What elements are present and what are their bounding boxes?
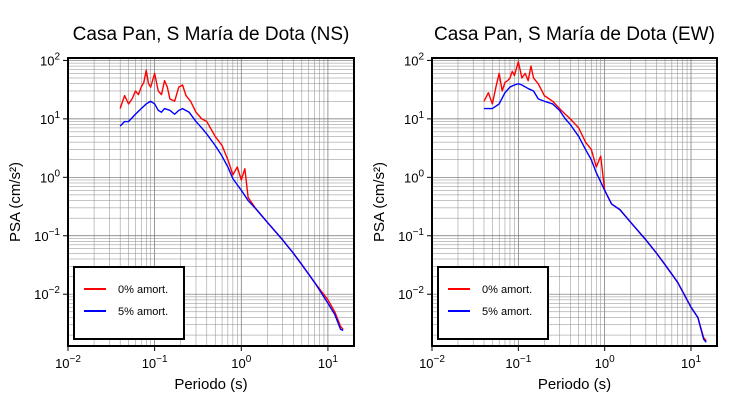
legend-box [437, 266, 549, 340]
y-tick-label: 10−1 [398, 227, 424, 244]
y-tick-label: 10−1 [34, 227, 60, 244]
x-axis-label: Periodo (s) [538, 376, 611, 393]
chart-title: Casa Pan, S María de Dota (EW) [434, 24, 715, 45]
y-tick-label: 100 [40, 168, 60, 185]
y-tick-label: 101 [40, 110, 60, 127]
x-axis-label: Periodo (s) [174, 376, 247, 393]
x-tick-label: 101 [681, 354, 701, 371]
x-tick-label: 10−2 [55, 354, 81, 371]
legend: 0% amort. 5% amort. [73, 266, 185, 340]
x-tick-label: 10−1 [505, 354, 531, 371]
chart-2: Casa Pan, S María de Dota (EW) 10−2 10−1 10… [371, 24, 718, 393]
grid [68, 58, 354, 346]
x-tick-label: 101 [318, 354, 338, 371]
y-axis-label: PSA (cm/s²) [371, 162, 388, 242]
y-axis-label: PSA (cm/s²) [7, 162, 24, 242]
x-tick-label: 100 [595, 354, 615, 371]
series-line-blue [483, 82, 707, 343]
x-tick-label: 10−1 [142, 354, 168, 371]
legend-box [73, 266, 185, 340]
legend-label: 0% amort. [482, 284, 532, 296]
y-tick-label: 10−2 [34, 285, 60, 302]
legend-label: 0% amort. [118, 284, 168, 296]
chart-1: Casa Pan, S María de Dota (NS) 10−2 10−1 10… [7, 24, 355, 393]
y-tick-label: 100 [404, 168, 424, 185]
y-tick-label: 10−2 [398, 285, 424, 302]
y-tick-label: 101 [404, 110, 424, 127]
legend-label: 5% amort. [482, 306, 532, 318]
x-tick-label: 10−2 [419, 354, 445, 371]
x-tick-label: 100 [231, 354, 251, 371]
plot-frame [431, 57, 718, 347]
chart-title: Casa Pan, S María de Dota (NS) [73, 24, 350, 45]
y-tick-label: 102 [40, 51, 60, 68]
series-line-blue [119, 100, 344, 332]
legend-label: 5% amort. [118, 306, 168, 318]
y-tick-label: 102 [404, 51, 424, 68]
legend: 0% amort. 5% amort. [437, 266, 549, 340]
plot-frame [67, 57, 355, 347]
